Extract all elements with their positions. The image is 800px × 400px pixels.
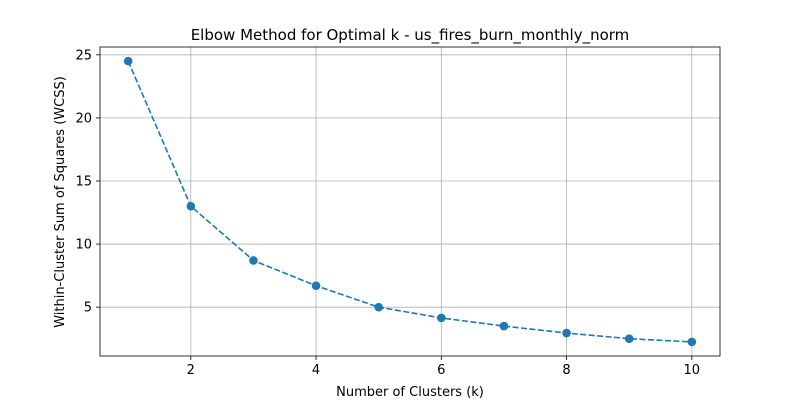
wcss-point: [562, 328, 571, 338]
chart-title: Elbow Method for Optimal k - us_fires_bu…: [191, 26, 630, 45]
wcss-point: [687, 337, 697, 347]
y-tick-label: 10: [75, 238, 92, 253]
wcss-point: [624, 334, 634, 344]
wcss-point: [499, 321, 509, 331]
series-group: [123, 56, 697, 347]
y-tick-label: 25: [75, 48, 92, 63]
wcss-point: [249, 256, 258, 265]
wcss-line: [127, 60, 692, 343]
axis-ticks: 2 4 6 8 10 5 10 15 20 25: [75, 48, 700, 378]
wcss-point: [437, 313, 446, 323]
y-axis-label: Within-Cluster Sum of Squares (WCSS): [53, 76, 68, 328]
x-axis-label: Number of Clusters (k): [336, 385, 484, 400]
wcss-point: [311, 281, 321, 291]
y-tick-label: 15: [75, 174, 92, 189]
y-tick-label: 20: [75, 111, 92, 126]
wcss-point: [374, 302, 383, 312]
grid-lines: [100, 47, 720, 356]
x-tick-label: 10: [684, 363, 701, 378]
x-tick-label: 6: [437, 363, 445, 378]
y-tick-label: 5: [84, 301, 92, 316]
x-tick-label: 8: [562, 363, 570, 378]
axes-frame: [99, 46, 721, 357]
wcss-point: [123, 56, 133, 66]
x-tick-label: 4: [312, 363, 320, 378]
x-tick-label: 2: [187, 363, 195, 378]
wcss-point: [186, 201, 196, 211]
